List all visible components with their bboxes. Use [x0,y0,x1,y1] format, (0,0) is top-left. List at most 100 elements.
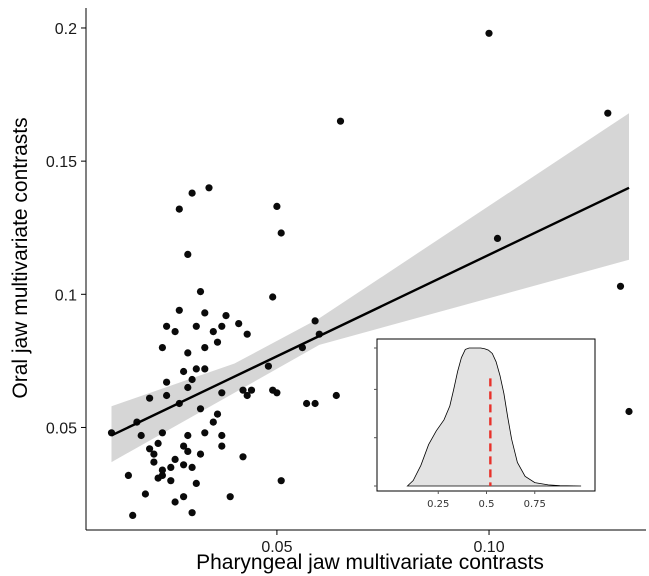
x-tick-label: 0.10 [473,539,504,556]
data-point [146,445,154,453]
data-point [192,322,200,330]
data-point [150,458,158,466]
data-point [616,282,625,290]
data-point [188,463,196,471]
data-point [303,399,311,408]
data-point [336,117,345,125]
inset-x-tick-label: 0.5 [479,499,495,510]
data-point [188,375,196,384]
data-point [137,431,145,440]
data-point [158,429,166,437]
data-point [277,477,285,485]
data-point [239,386,247,394]
data-point [188,509,196,517]
data-point [213,410,222,418]
data-point [167,477,175,485]
data-point [235,320,243,328]
inset-x-tick-label: 0.75 [524,499,546,510]
data-point [163,378,171,386]
data-point [180,461,188,469]
data-point [175,205,183,213]
y-tick-label: 0.05 [46,420,77,437]
data-point [247,386,256,394]
data-point [180,442,188,450]
data-point [196,288,205,296]
data-point [213,338,222,346]
y-tick-label: 0.15 [46,154,77,171]
data-point [171,498,179,506]
main-plot: 0.05 0.1 0.15 0.2 0.05 0.10 Pharyngeal jaw m… [9,8,646,574]
y-axis-ticks: 0.05 0.1 0.15 0.2 [46,21,86,437]
density-curve [406,347,582,487]
data-point [218,431,226,440]
data-point [218,442,226,450]
data-point [332,391,340,400]
data-point [184,250,192,258]
x-tick-label: 0.05 [261,539,292,556]
data-point [184,383,192,392]
x-axis-title: Pharyngeal jaw multivariate contrasts [196,551,544,574]
data-point [141,490,149,498]
data-point [222,312,230,320]
inset-x-tick-label: 0.25 [427,499,449,510]
y-axis-title: Oral jaw multivariate contrasts [9,117,32,398]
data-point [158,466,166,474]
inset-y-ticks [374,347,377,487]
data-point [154,439,162,447]
inset-x-ticks: 0.25 0.5 0.75 [427,491,546,510]
data-point [264,362,272,370]
data-point [175,306,183,314]
data-point [124,471,132,479]
data-point [158,344,166,352]
data-point [201,309,209,317]
data-point [184,447,192,455]
data-point [273,389,281,397]
data-point [146,394,154,402]
data-point [625,407,633,416]
data-point [493,234,502,242]
data-point [239,453,247,461]
data-point [269,293,277,301]
data-point [277,229,285,237]
data-point [163,322,171,330]
x-axis-ticks: 0.05 0.10 [261,530,505,556]
data-point [209,328,217,336]
data-point [243,330,251,338]
data-point [485,29,493,37]
data-point [171,455,179,463]
data-point [163,391,171,400]
data-point [180,493,188,501]
data-point [158,471,166,479]
confidence-band [111,113,629,463]
scatter-points [107,29,633,519]
data-point [196,450,205,458]
data-point [243,391,251,400]
data-point [188,189,196,197]
data-point [192,479,200,487]
regression-line [110,186,630,437]
data-point [205,184,213,192]
inset-density-plot: 0.25 0.5 0.75 [374,338,596,510]
data-point [311,317,319,325]
data-point [226,493,234,501]
data-point [201,344,209,352]
data-point [201,429,209,437]
data-point [184,349,192,357]
data-point [218,389,226,397]
data-point [184,431,192,440]
data-point [180,367,188,376]
data-point [150,450,158,458]
data-point [604,109,612,117]
data-point [129,511,137,519]
data-point [167,463,175,471]
data-point [218,322,226,330]
y-tick-label: 0.2 [55,21,77,38]
data-point [273,202,281,210]
data-point [201,365,209,373]
data-point [209,418,217,426]
y-tick-label: 0.1 [55,287,77,304]
data-point [171,328,179,336]
data-point [196,405,205,413]
data-point [311,399,319,408]
